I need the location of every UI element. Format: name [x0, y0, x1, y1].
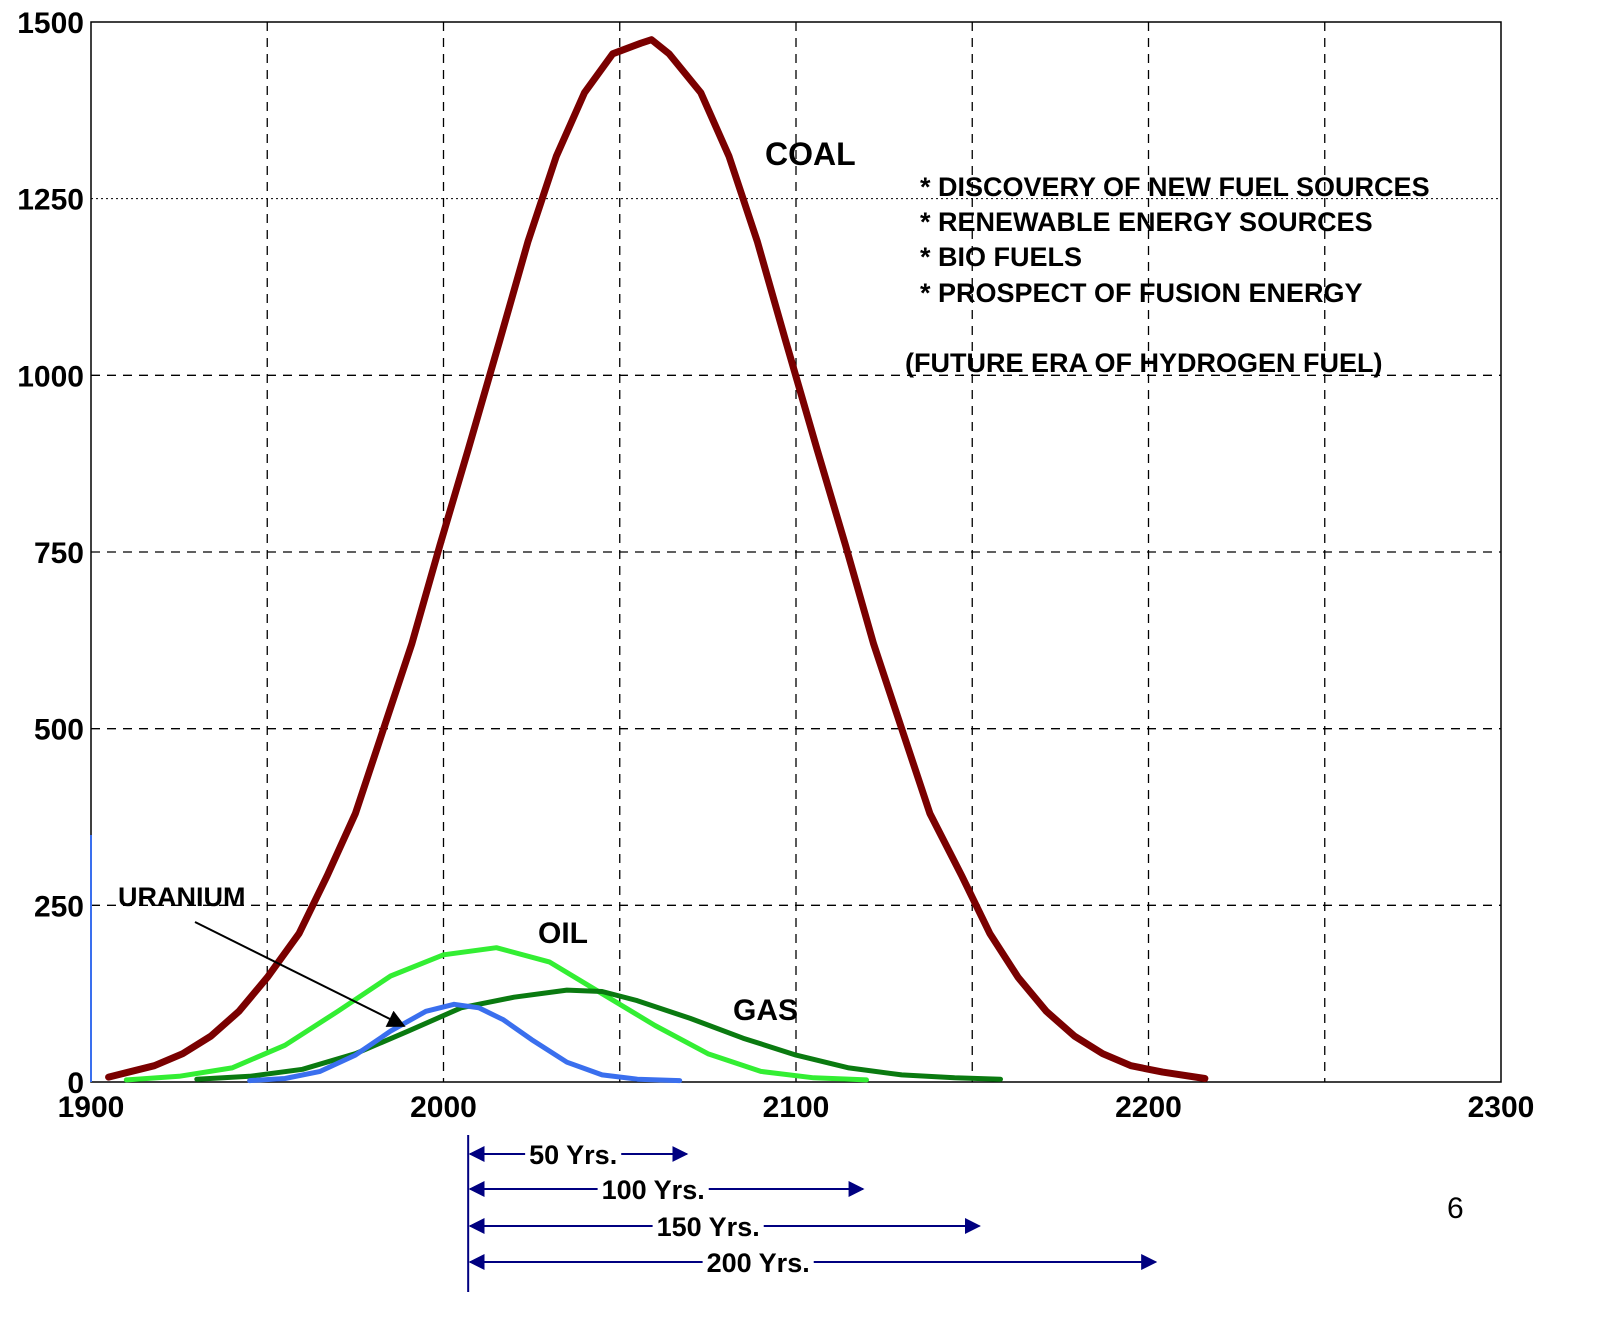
series-lines	[105, 36, 1209, 1084]
span-label: 200 Yrs.	[707, 1248, 810, 1278]
y-tick-label: 1000	[17, 360, 84, 393]
series-line-coal	[105, 36, 1209, 1082]
span-label-bg	[702, 1248, 814, 1278]
grid	[91, 22, 1501, 1082]
span-label-bg	[652, 1212, 764, 1242]
x-tick-labels: 1900 2000 2100 2200 2300	[58, 1091, 1535, 1124]
span-label-bg	[597, 1175, 709, 1205]
y-tick-labels: 0 250 500 750 1000 1250 1500	[17, 7, 84, 1100]
series-line-gas	[194, 987, 1003, 1082]
span-label-bg	[525, 1140, 622, 1170]
series-line-oil	[123, 945, 869, 1083]
note-hydrogen: (FUTURE ERA OF HYDROGEN FUEL)	[905, 348, 1382, 378]
page-number: 6	[1447, 1192, 1464, 1225]
x-tick-label: 2300	[1468, 1091, 1535, 1124]
oil-label: OIL	[538, 917, 588, 950]
x-tick-label: 2000	[410, 1091, 477, 1124]
coal-label: COAL	[765, 136, 856, 172]
note-fusion: * PROSPECT OF FUSION ENERGY	[920, 278, 1363, 308]
y-tick-label: 750	[34, 537, 84, 570]
note-discovery: * DISCOVERY OF NEW FUEL SOURCES	[920, 172, 1430, 202]
plot-frame	[90, 21, 1502, 1083]
span-label: 100 Yrs.	[602, 1175, 705, 1205]
gas-label: GAS	[733, 994, 798, 1027]
span-label: 150 Yrs.	[657, 1212, 760, 1242]
uranium-label: URANIUM	[118, 882, 246, 912]
x-tick-label: 2100	[763, 1091, 830, 1124]
x-tick-label: 2200	[1115, 1091, 1182, 1124]
y-tick-label: 500	[34, 714, 84, 747]
y-tick-label: 1250	[17, 184, 84, 217]
span-label: 50 Yrs.	[529, 1140, 617, 1170]
uranium-pointer-arrow	[194, 921, 406, 1027]
y-tick-label: 250	[34, 890, 84, 923]
note-biofuels: * BIO FUELS	[920, 242, 1082, 272]
y-tick-label: 0	[67, 1067, 84, 1100]
series-line-uranium	[247, 1001, 683, 1084]
note-renewable: * RENEWABLE ENERGY SOURCES	[920, 207, 1373, 237]
future-sources-notes: * DISCOVERY OF NEW FUEL SOURCES * RENEWA…	[905, 172, 1430, 378]
time-span-arrows: 50 Yrs. 100 Yrs. 150 Yrs. 200 Yrs.	[467, 1135, 1158, 1292]
x-tick-label: 1900	[58, 1091, 125, 1124]
y-tick-label: 1500	[17, 7, 84, 40]
